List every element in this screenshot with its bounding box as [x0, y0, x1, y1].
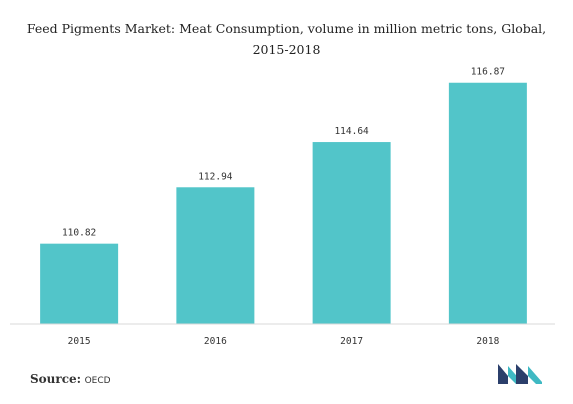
bar-2018: [448, 82, 527, 324]
bar-2016: [176, 187, 255, 324]
value-label-2018: 116.87: [471, 67, 505, 78]
value-label-2017: 114.64: [334, 126, 369, 137]
x-tick-label-2016: 2016: [204, 336, 227, 347]
bar-2015: [40, 243, 119, 324]
x-tick-label-2017: 2017: [340, 336, 363, 347]
value-label-2016: 112.94: [198, 171, 233, 182]
source-label: Source:: [30, 372, 82, 386]
bar-2017: [312, 142, 391, 324]
x-tick-label-2015: 2015: [68, 336, 91, 347]
source-note: Source: OECD: [30, 372, 111, 386]
chart-title-years: 2015-2018: [252, 42, 321, 57]
value-label-2015: 110.82: [62, 228, 96, 239]
source-value: OECD: [84, 376, 111, 386]
x-tick-label-2018: 2018: [476, 336, 499, 347]
chart-title: Feed Pigments Market: Meat Consumption, …: [26, 21, 547, 36]
mordor-intelligence-logo-icon: [498, 364, 542, 384]
